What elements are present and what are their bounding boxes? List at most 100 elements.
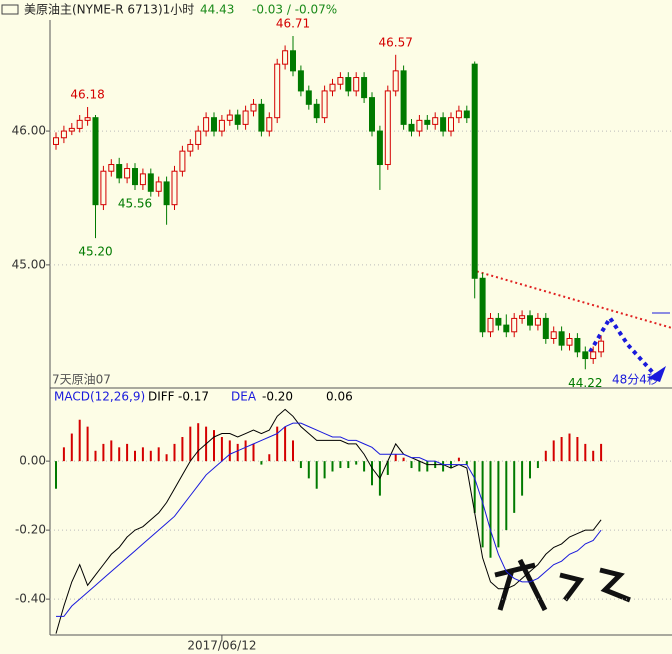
candle-body [290,50,296,72]
price-annotation: 44.22 [568,376,602,390]
candle-body [116,164,123,179]
candle-body [258,103,265,132]
projection-arrow [648,366,666,382]
candle-body [353,77,360,92]
candle-body [542,317,549,339]
candle-body [68,127,75,132]
projection [588,314,657,377]
candle-body [321,90,328,119]
candle-body [558,331,565,346]
macd-line [56,422,602,617]
candle-body [60,130,67,139]
last-price: 44.43 [200,3,234,17]
candle-body [329,83,336,92]
candle-body [471,63,478,279]
candle-body [479,277,486,333]
candle-body [511,317,518,333]
candle-body [519,315,526,319]
contract-label: 7天原油07 [52,373,111,387]
macd-line [55,408,602,634]
candle-body [226,114,233,121]
price-annotation: 45.56 [118,196,152,210]
candle-body [503,324,510,333]
candle-body [574,337,581,353]
candle-body [53,137,59,145]
candle-body [163,181,170,206]
candle-body [487,317,494,333]
countdown: 48分4秒 [612,373,659,387]
candle-body [76,119,83,129]
candle-body [400,70,407,125]
candle-body [440,117,447,132]
y-tick-label: 0.00 [19,454,46,468]
candle-body [305,90,312,105]
candle-body [242,110,249,125]
y-tick-label: 46.00 [12,124,46,138]
candle-body [455,110,462,119]
candle-body [408,123,415,132]
candle-body [195,130,202,145]
candle-body [203,117,210,132]
candle-body [234,114,241,125]
candle-body [274,63,281,119]
candle-body [282,50,289,65]
x-tick-label: 2017/06/12 [187,639,256,653]
candle-body [432,117,439,125]
candle-body [534,317,541,326]
candle-body [527,315,533,326]
candle-body [495,317,502,326]
candle-body [376,130,383,166]
menu-icon[interactable] [1,4,19,15]
candle-body [297,70,304,92]
candle-body [590,351,597,360]
price-annotation: 46.18 [70,87,104,101]
candle-body [582,351,589,360]
candle-body [179,150,186,172]
price-annotation: 46.71 [276,17,310,31]
candle-body [337,77,344,85]
candle-body [211,117,217,132]
candle-body [550,331,557,339]
readout-name: DEA [231,390,257,404]
candle-body [345,77,352,92]
candle-body [463,110,470,119]
candle-body [250,103,257,112]
chart-title: 美原油主(NYME-R 6713)1小时 [24,3,194,17]
candle-body [100,170,107,206]
candle-body [92,117,99,206]
y-tick-label: -0.40 [15,592,46,606]
candle-body [266,117,273,132]
price-annotation: 46.57 [379,35,413,49]
macd-title: MACD(12,26,9) [54,390,145,404]
candle-body [139,173,146,186]
y-tick-label: -0.20 [15,523,46,537]
readout-value: -0.17 [178,390,209,404]
candle-body [448,117,454,132]
change: -0.03 / -0.07% [252,3,337,17]
readout-value: -0.20 [262,390,293,404]
candle-body [84,117,91,121]
candle-body [147,173,154,192]
y-tick-label: 45.00 [12,257,46,271]
candle-body [369,97,375,132]
candle-body [155,181,162,192]
candle-body [108,164,115,172]
candle-body [392,70,399,92]
candle-body [313,103,320,119]
candle-body [361,77,368,99]
readout-value: 0.06 [326,390,353,404]
candle-body [218,119,225,132]
candle-body [124,168,131,179]
signature [494,558,631,612]
candle-body [598,340,605,353]
candle-body [132,168,138,186]
candle-body [416,119,423,132]
candle-body [566,337,573,346]
candle-body [187,143,194,152]
price-annotation: 45.20 [78,245,112,259]
candle-body [384,90,391,166]
candle-body [171,170,178,206]
readout-name: DIFF [148,390,175,404]
candle-body [424,119,431,125]
